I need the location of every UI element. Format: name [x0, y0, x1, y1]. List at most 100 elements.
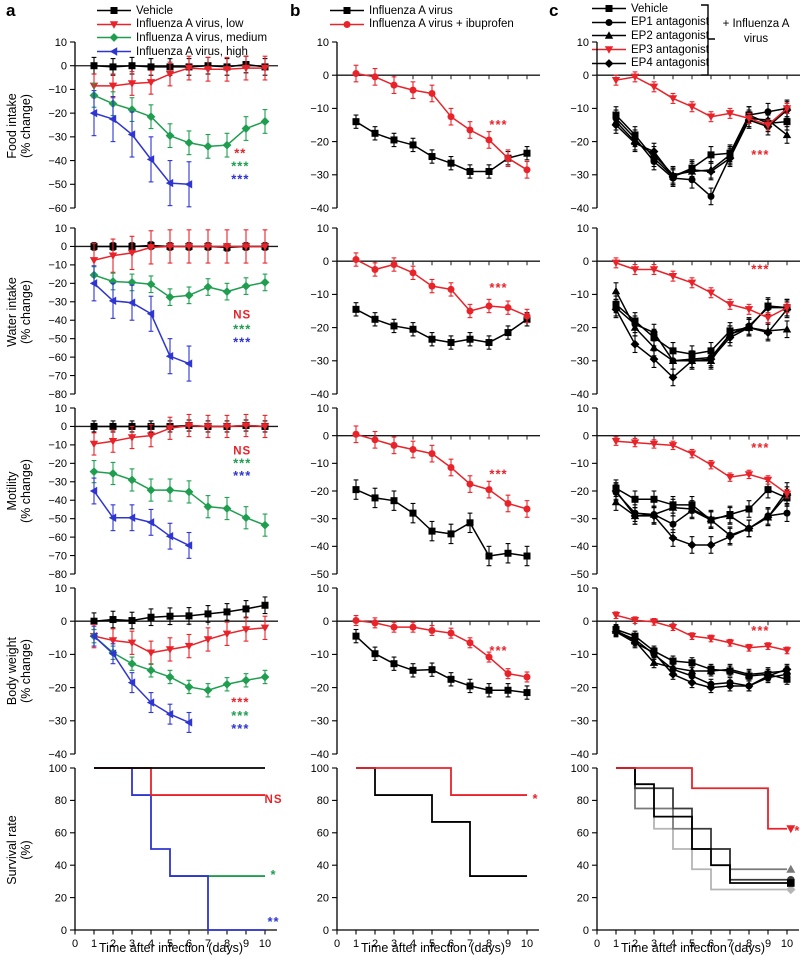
series-vehicle [612, 479, 791, 529]
chart-c-survival: 100 80 60 40 20 00 1 2 3 4 5 6 7 8 9 10 * [571, 763, 800, 950]
y-tick-label: −60 [48, 532, 67, 544]
legend-label: Influenza A virus, low [136, 18, 244, 31]
series-influenza-a-virus [356, 767, 527, 877]
y-tick-label: −60 [48, 352, 67, 364]
y-axis-label-line2: (% change) [19, 280, 34, 344]
y-axis-label-motility: Motility (% change) [5, 411, 39, 571]
x-tick-label: 1 [91, 938, 97, 950]
series-influenza-a-virus-low [89, 615, 270, 665]
y-tick-label: −40 [48, 155, 67, 167]
legend-label: Vehicle [631, 2, 669, 15]
y-tick-label: 20 [55, 892, 67, 904]
x-tick-label: 10 [259, 938, 271, 950]
y-tick-label: −20 [310, 486, 329, 498]
y-tick-label: −10 [570, 458, 589, 470]
y-tick-label: −20 [48, 682, 67, 694]
legend-label: Vehicle [136, 4, 174, 17]
square-marker-icon [97, 7, 131, 15]
series-ep4-antagonist [616, 767, 796, 895]
x-tick-label: 2 [372, 938, 378, 950]
chart-b-body-weight: 10 0 −10 −20 −30 −40 *** [310, 583, 540, 761]
x-tick-label: 9 [505, 938, 511, 950]
series-ep3-antagonist [611, 436, 792, 499]
series-influenza-a-virus [352, 479, 531, 567]
y-tick-label: −10 [310, 289, 329, 301]
y-tick-label: −20 [310, 136, 329, 148]
y-tick-label: 0 [323, 616, 329, 628]
series-influenza-a-virus-high [89, 265, 193, 382]
y-tick-label: 0 [61, 616, 67, 628]
legend-label: Influenza A virus + ibuprofen [369, 18, 514, 31]
y-tick-label: −30 [310, 513, 329, 525]
x-tick-label: 6 [186, 938, 192, 950]
y-tick-label: −80 [48, 389, 67, 401]
legend-label: EP4 antagonist [631, 57, 710, 70]
x-tick-label: 2 [110, 938, 116, 950]
diamond-marker-icon [97, 33, 131, 43]
circle-marker-icon [330, 20, 364, 28]
x-tick-label: 0 [594, 938, 600, 950]
significance-stars: *** [231, 708, 249, 723]
tri-left-marker-icon [97, 47, 131, 56]
significance-ns: NS [233, 310, 251, 322]
significance-stars: *** [231, 172, 249, 187]
panel-letter-a: a [6, 1, 16, 20]
significance-stars: *** [231, 721, 249, 736]
x-tick-label: 4 [410, 938, 416, 950]
x-tick-label: 0 [72, 938, 78, 950]
series-ep4-antagonist [611, 101, 792, 186]
y-tick-label: 80 [577, 795, 589, 807]
y-tick-label: −70 [48, 550, 67, 562]
y-axis-label-water-intake: Water intake (% change) [5, 232, 39, 392]
square-marker-icon [330, 7, 364, 15]
significance-stars: *** [751, 262, 769, 277]
y-tick-label: −10 [48, 260, 67, 272]
y-tick-label: 0 [583, 70, 589, 82]
y-tick-label: 0 [583, 256, 589, 268]
y-tick-label: −30 [570, 513, 589, 525]
legend-item-ep1-antagonist: EP1 antagonist [592, 16, 709, 30]
y-tick-label: 40 [317, 860, 329, 872]
y-tick-label: −50 [48, 333, 67, 345]
y-tick-label: 10 [317, 403, 329, 415]
y-tick-label: −30 [310, 170, 329, 182]
tri-down-marker-icon [592, 46, 626, 54]
chart-c-motility: 10 0 −10 −20 −30 −40 −50 *** [570, 403, 800, 581]
legend-label: Influenza A virus, medium [136, 31, 268, 44]
series-ep4-antagonist [611, 300, 792, 387]
y-tick-label: −20 [48, 108, 67, 120]
x-tick-label: 6 [708, 938, 714, 950]
chart-b-motility: 10 0 −10 −20 −30 −40 −50 *** [310, 403, 540, 581]
x-tick-label: 2 [632, 938, 638, 950]
series-vehicle [616, 767, 795, 887]
x-tick-label: 8 [486, 938, 492, 950]
x-tick-label: 9 [243, 938, 249, 950]
x-axis-title-a: Time after infection (days) [98, 941, 244, 955]
legend-panel-c: Vehicle EP1 antagonist EP2 antagonist EP3 a… [592, 2, 709, 70]
y-tick-label: −50 [570, 569, 589, 581]
significance-stars: *** [751, 623, 769, 638]
tri-up-marker-icon [592, 31, 626, 40]
diamond-marker-icon [592, 58, 626, 68]
legend-item-influenza-a-virus-ibuprofen: Influenza A virus + ibuprofen [330, 18, 514, 32]
y-tick-label: 20 [577, 892, 589, 904]
y-tick-label: −20 [570, 486, 589, 498]
x-tick-label: 5 [167, 938, 173, 950]
y-tick-label: −60 [48, 203, 67, 215]
significance-stars: *** [231, 695, 249, 710]
y-tick-label: −50 [48, 513, 67, 525]
series-influenza-a-virus-medium [89, 460, 270, 537]
y-tick-label: −30 [48, 132, 67, 144]
legend-item-ep4-antagonist: EP4 antagonist [592, 56, 709, 70]
significance-stars: *** [233, 468, 251, 483]
y-tick-label: 10 [577, 37, 589, 49]
y-tick-label: 0 [583, 616, 589, 628]
significance-ns: NS [265, 794, 283, 806]
y-tick-label: 0 [583, 925, 589, 937]
y-axis-label-line2: (% change) [19, 639, 34, 703]
legend-label: Influenza A virus [369, 4, 453, 17]
series-influenza-a-virus-ibuprofen [352, 425, 531, 518]
y-tick-label: 10 [55, 223, 67, 235]
